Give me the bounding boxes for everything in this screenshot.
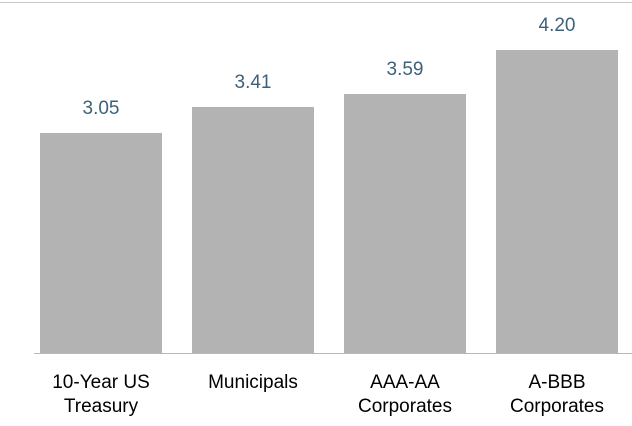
x-tick-label-3: AAA-AA Corporates [330, 371, 480, 419]
x-tick-label-line: Treasury [63, 396, 139, 417]
x-tick-label-2: Municipals [178, 371, 328, 395]
data-label-2: 3.41 [234, 72, 272, 94]
x-axis-baseline [34, 353, 632, 354]
x-tick-label-line: A-BBB [528, 372, 586, 393]
x-tick-label-line: AAA-AA [370, 372, 440, 393]
x-tick-label-4: A-BBB Corporates [482, 371, 632, 419]
x-tick-label-line: Municipals [208, 372, 298, 393]
bar-3 [344, 94, 466, 353]
bar-4 [496, 50, 618, 353]
data-label-3: 3.59 [386, 59, 424, 81]
x-tick-label-line: Corporates [358, 396, 452, 417]
data-label-4: 4.20 [538, 15, 576, 37]
x-tick-label-line: 10-Year US [52, 372, 150, 393]
top-rule [0, 2, 632, 3]
data-label-1: 3.05 [82, 98, 120, 120]
bar-2 [192, 107, 314, 353]
x-tick-label-line: Corporates [510, 396, 604, 417]
bar-1 [40, 133, 162, 353]
x-tick-label-1: 10-Year US Treasury [26, 371, 176, 419]
